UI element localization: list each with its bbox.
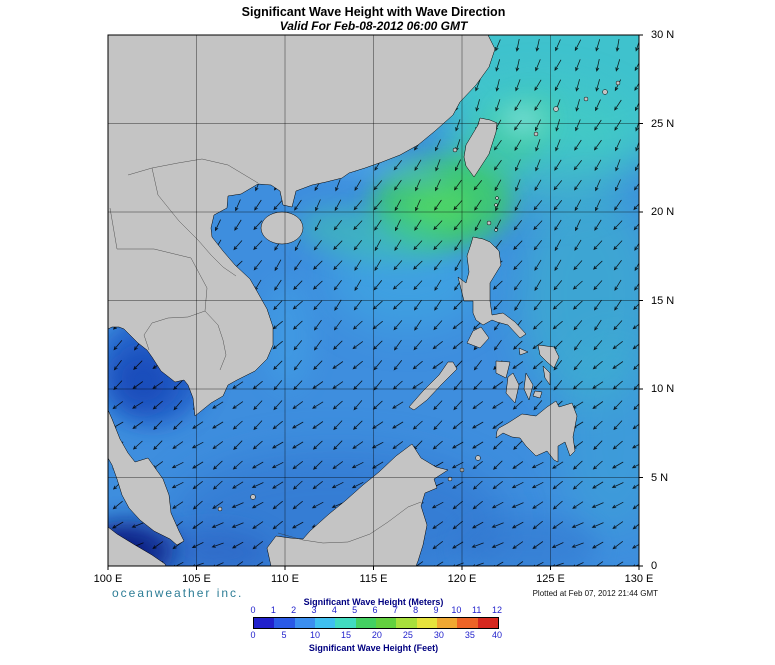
wave-height-map [107, 34, 643, 570]
land-masbate [518, 347, 529, 356]
x-tick-label: 105 E [182, 573, 211, 585]
x-tick-label: 125 E [536, 573, 565, 585]
land-mindoro [466, 326, 490, 349]
feet-tick-label: 35 [464, 630, 475, 640]
land-leyte [542, 365, 551, 386]
colorbar-segment [254, 618, 275, 628]
colorbar-segment [457, 618, 478, 628]
land-panay [495, 360, 511, 379]
y-tick-label: 5 N [651, 471, 669, 484]
meters-tick-label: 2 [291, 605, 297, 615]
x-tick-label: 130 E [624, 573, 654, 585]
land-luzon [457, 236, 527, 339]
chart-title: Significant Wave Height with Wave Direct… [241, 5, 506, 19]
feet-tick-label: 0 [250, 630, 256, 640]
meters-tick-label: 3 [311, 605, 317, 615]
feet-tick-label: 25 [402, 630, 413, 640]
oceanweather-logo-text: oceanweather inc. [112, 586, 244, 600]
x-tick-label: 110 E [271, 573, 299, 585]
landmasses [108, 35, 621, 566]
x-tick-label: 120 E [447, 573, 477, 585]
land-sumatra [108, 526, 167, 566]
land-borneo [266, 443, 449, 566]
colorbar-segment [274, 618, 295, 628]
colorbar-feet-label: Significant Wave Height (Feet) [308, 643, 439, 653]
feet-tick-label: 40 [491, 630, 503, 640]
meters-tick-label: 7 [392, 605, 398, 615]
colorbar-segment [416, 618, 437, 628]
colorbar-meters-label: Significant Wave Height (Meters) [303, 597, 444, 607]
y-tick-label: 0 [651, 560, 658, 572]
y-tick-label: 15 N [651, 294, 675, 307]
colorbar-segment [396, 618, 417, 628]
meters-tick-label: 8 [413, 605, 419, 615]
meters-tick-label: 12 [491, 605, 503, 615]
feet-tick-label: 10 [309, 630, 320, 640]
land-hainan [260, 211, 304, 245]
meters-tick-label: 11 [471, 605, 482, 615]
meters-tick-label: 10 [451, 605, 462, 615]
colorbar-segment [314, 618, 336, 628]
latlon-grid [108, 35, 639, 566]
colorbar-segment [355, 618, 376, 628]
land-bohol [532, 390, 543, 399]
colorbar-segment [335, 618, 356, 628]
plotted-timestamp: Plotted at Feb 07, 2012 21:44 GMT [532, 589, 658, 598]
colorbar-segment [375, 618, 397, 628]
y-tick-label: 25 N [651, 117, 675, 130]
y-tick-label: 10 N [651, 383, 675, 395]
meters-tick-label: 5 [352, 605, 358, 615]
meters-tick-label: 0 [250, 605, 256, 615]
meters-tick-label: 4 [331, 605, 337, 615]
colorbar-segment [294, 618, 315, 628]
land-samar [537, 344, 560, 369]
feet-tick-label: 20 [371, 630, 382, 640]
x-tick-label: 115 E [359, 573, 388, 585]
chart-valid-time: Valid For Feb-08-2012 06:00 GMT [279, 19, 468, 33]
y-tick-label: 20 N [651, 206, 675, 218]
land-taiwan [463, 117, 498, 178]
meters-tick-label: 9 [433, 605, 439, 615]
feet-tick-label: 5 [281, 630, 287, 640]
feet-tick-label: 15 [340, 630, 351, 640]
colorbar [253, 617, 499, 629]
land-palawan [408, 361, 458, 411]
x-tick-label: 100 E [93, 573, 123, 585]
axis-tick-marks [107, 34, 643, 570]
land-china-indochina [108, 35, 496, 417]
feet-tick-label: 30 [433, 630, 444, 640]
country-borders [109, 158, 422, 544]
colorbar-segment [477, 618, 498, 628]
meters-tick-label: 6 [372, 605, 378, 615]
colorbar-segment [436, 618, 458, 628]
land-cebu [523, 372, 534, 401]
meters-tick-label: 1 [270, 605, 276, 615]
y-tick-label: 30 N [651, 29, 675, 41]
land-negros [505, 372, 520, 404]
land-mindanao [495, 400, 578, 463]
